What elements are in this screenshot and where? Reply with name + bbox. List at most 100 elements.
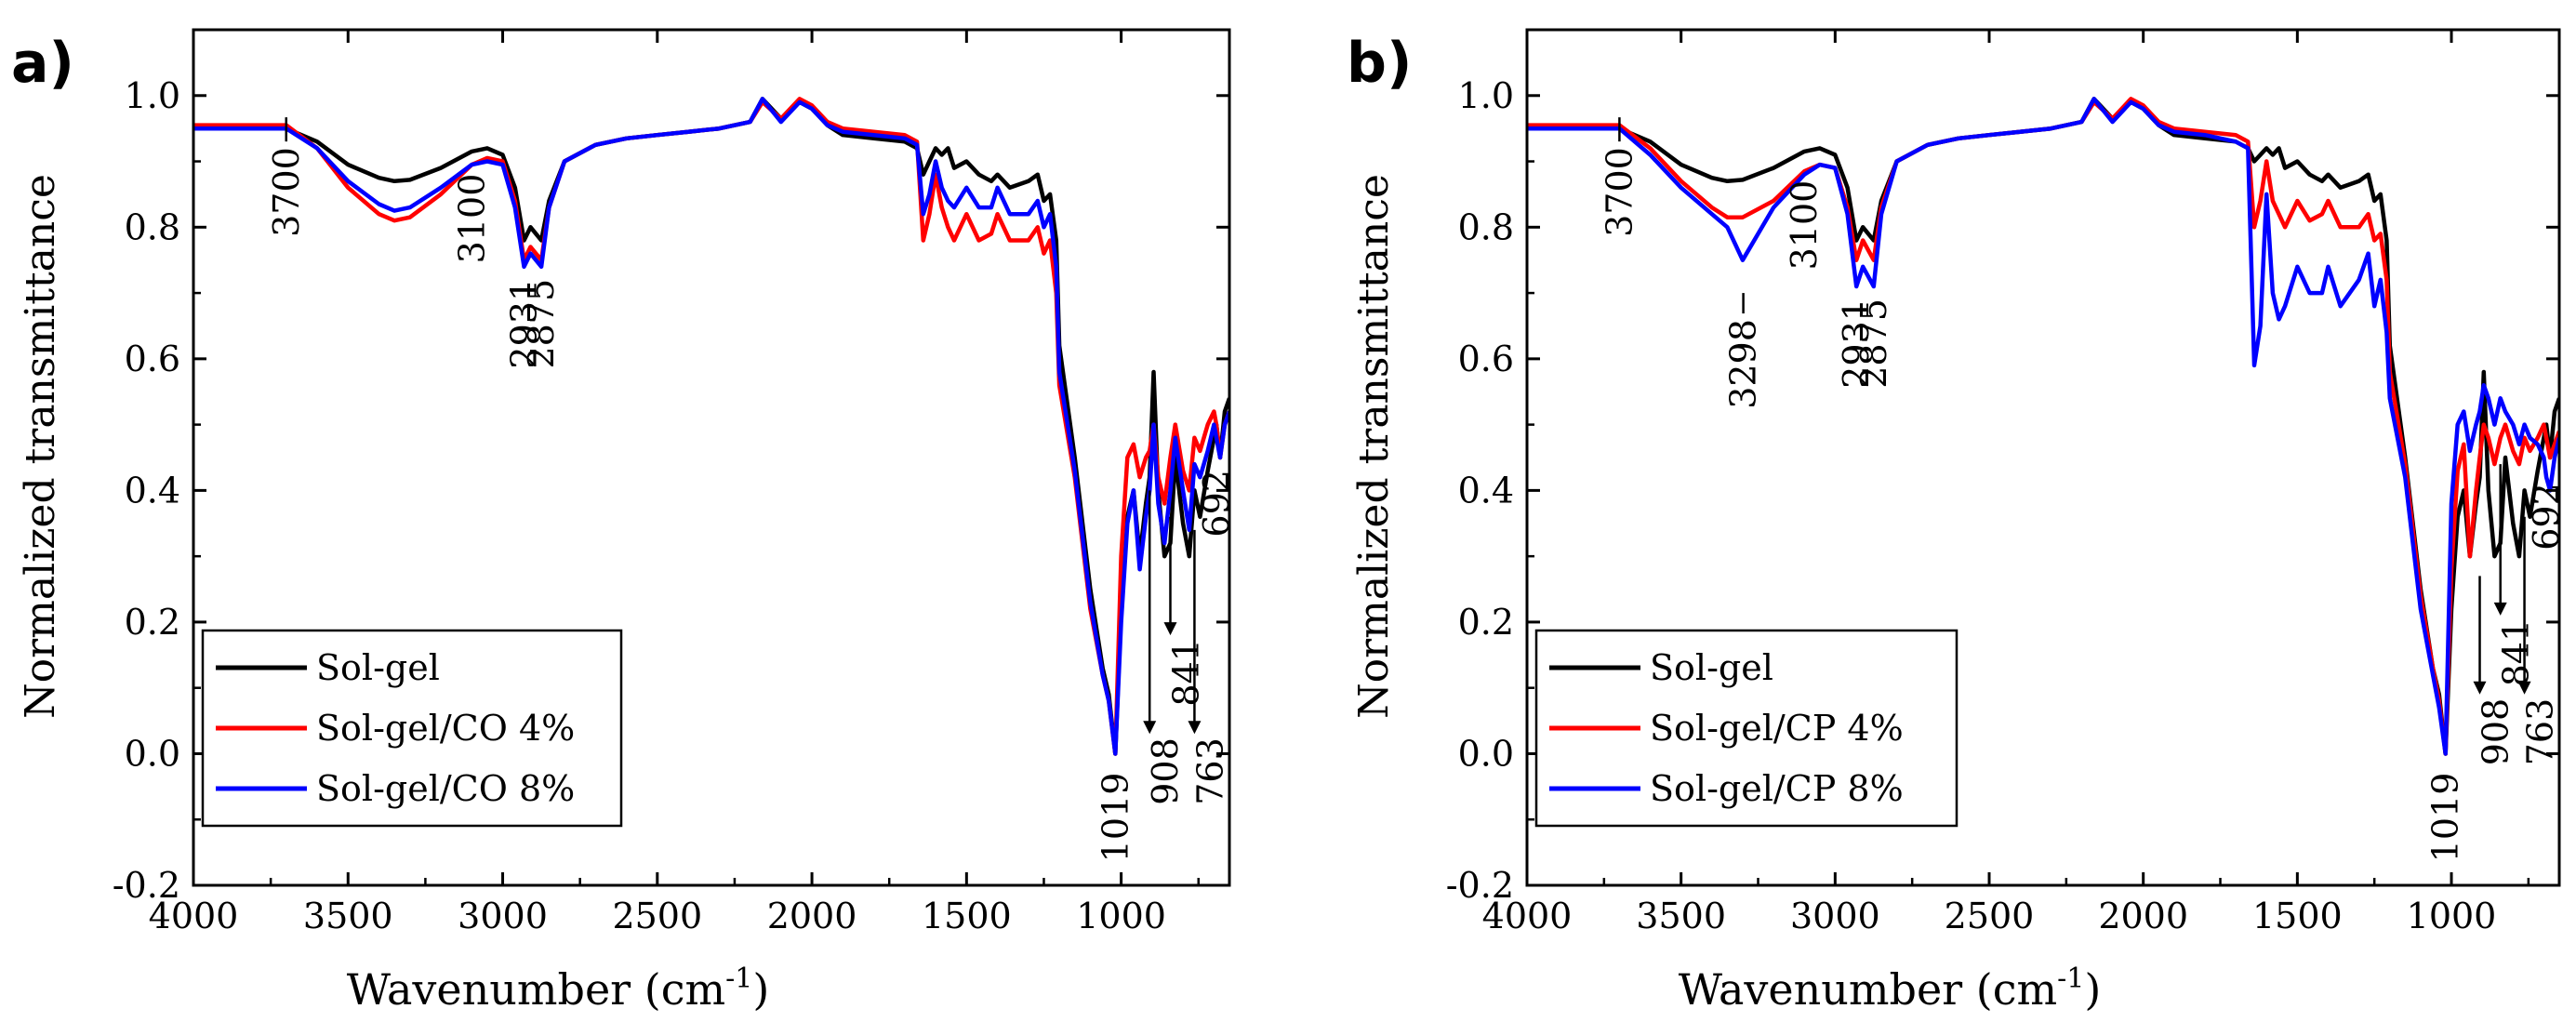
y-tick-label: 0.8 bbox=[1458, 206, 1514, 247]
annotation-3700: 3700 bbox=[266, 117, 307, 237]
annotation-label: 841 bbox=[2496, 619, 2537, 687]
x-axis-label-main: Wavenumber (cm bbox=[347, 964, 725, 1015]
x-axis-label: Wavenumber (cm-1) bbox=[1679, 962, 2102, 1015]
annotation-2875: 2875 bbox=[1853, 299, 1894, 389]
annotation-label: 3700 bbox=[266, 147, 307, 237]
x-tick-label: 3000 bbox=[458, 896, 548, 936]
annotation-arrow-head bbox=[2517, 681, 2531, 695]
annotation-label: 2931 bbox=[1836, 299, 1877, 389]
y-tick-label: 0.4 bbox=[125, 470, 180, 511]
annotation-3100: 3100 bbox=[451, 174, 492, 264]
legend: Sol-gel Sol-gel/CO 4% Sol-gel/CO 8% bbox=[201, 629, 623, 828]
x-tick-label: 2000 bbox=[2098, 896, 2188, 936]
x-tick-label: 2500 bbox=[612, 896, 702, 936]
annotation-label: 841 bbox=[1165, 639, 1206, 707]
series-group bbox=[193, 97, 1229, 756]
annotation-label: 2875 bbox=[521, 279, 562, 369]
legend-label: Sol-gel bbox=[1650, 647, 1773, 688]
x-tick-label: 2500 bbox=[1945, 896, 2035, 936]
y-axis-label: Normalized transmittance bbox=[1350, 174, 1398, 719]
x-tick-label: 3000 bbox=[1790, 896, 1880, 936]
annotation-label: 3100 bbox=[1784, 180, 1825, 271]
x-tick-label: 3500 bbox=[303, 896, 393, 936]
y-tick-label: 0.6 bbox=[125, 338, 180, 379]
x-tick-label: 1500 bbox=[922, 896, 1012, 936]
y-tick-label: 1.0 bbox=[1458, 75, 1514, 116]
x-tick-label: 4000 bbox=[1482, 896, 1573, 936]
y-tick-label: 0.8 bbox=[125, 206, 180, 247]
panel-a: a) Normalized transmittance Wavenumber (… bbox=[11, 28, 1237, 1015]
annotation-label: 908 bbox=[2476, 698, 2516, 766]
y-tick-label: 0.6 bbox=[1458, 338, 1514, 379]
annotation-908: 908 bbox=[2473, 576, 2516, 766]
y-tick-label: 0.4 bbox=[1458, 470, 1514, 511]
series-line-3 bbox=[193, 97, 1229, 756]
y-axis-label: Normalized transmittance bbox=[17, 174, 64, 719]
annotation-692: 692 bbox=[2526, 483, 2567, 551]
legend-label: Sol-gel/CO 8% bbox=[316, 768, 575, 809]
y-tick-label: -0.2 bbox=[113, 865, 180, 906]
annotation-2931: 2931 bbox=[503, 279, 544, 369]
annotation-841: 841 bbox=[1163, 516, 1206, 707]
annotation-2931: 2931 bbox=[1836, 299, 1877, 389]
x-tick-label: 4000 bbox=[149, 896, 239, 936]
annotation-label: 3700 bbox=[1599, 147, 1640, 237]
annotation-3298: 3298 bbox=[1723, 293, 1764, 409]
annotation-arrow-head bbox=[1143, 721, 1157, 735]
annotation-arrow-head bbox=[1163, 622, 1177, 636]
legend-label: Sol-gel/CO 4% bbox=[316, 708, 575, 749]
y-tick-label: 0.0 bbox=[1458, 733, 1514, 774]
annotation-label: 1019 bbox=[2425, 773, 2466, 863]
annotation-arrow-head bbox=[1188, 721, 1202, 735]
x-tick-label: 3500 bbox=[1636, 896, 1726, 936]
x-tick-label: 1500 bbox=[2252, 896, 2343, 936]
annotation-label: 3298 bbox=[1723, 319, 1764, 409]
annotation-label: 692 bbox=[2526, 483, 2567, 551]
annotation-label: 763 bbox=[1189, 737, 1230, 805]
annotation-763: 763 bbox=[2517, 516, 2561, 766]
annotation-label: 2931 bbox=[503, 279, 544, 369]
x-axis-label-close: ) bbox=[2084, 964, 2101, 1015]
x-axis-label-sup: -1 bbox=[2057, 962, 2084, 995]
y-tick-label: 0.0 bbox=[125, 733, 180, 774]
legend-label: Sol-gel/CP 4% bbox=[1650, 708, 1904, 749]
panel-b: b) Normalized transmittance Wavenumber (… bbox=[1347, 28, 2567, 1015]
annotation-1019: 1019 bbox=[2425, 773, 2466, 863]
annotation-label: 2875 bbox=[1853, 299, 1894, 389]
panel-label: b) bbox=[1347, 31, 1412, 96]
annotation-label: 3100 bbox=[451, 174, 492, 264]
x-tick-label: 1000 bbox=[1076, 896, 1166, 936]
annotation-label: 763 bbox=[2520, 698, 2561, 766]
annotation-841: 841 bbox=[2493, 464, 2537, 687]
annotation-3700: 3700 bbox=[1599, 117, 1640, 237]
plot-area: 4000 3500 3000 2500 2000 1500 1000 -0.2 0.0 0.2 0.… bbox=[113, 28, 1237, 936]
x-axis-label-sup: -1 bbox=[725, 962, 752, 995]
x-axis-label-close: ) bbox=[752, 964, 769, 1015]
x-tick-label: 1000 bbox=[2407, 896, 2497, 936]
annotation-763: 763 bbox=[1188, 529, 1230, 805]
plot-area: 4000 3500 3000 2500 2000 1500 1000 -0.2 0.0 0.2 0.… bbox=[1446, 28, 2567, 936]
annotation-692: 692 bbox=[1196, 470, 1237, 538]
y-tick-label: -0.2 bbox=[1446, 865, 1514, 906]
y-tick-label: 1.0 bbox=[125, 75, 180, 116]
x-axis-label-main: Wavenumber (cm bbox=[1679, 964, 2057, 1015]
panel-label: a) bbox=[11, 31, 74, 96]
plot-frame bbox=[192, 28, 1231, 887]
annotation-label: 908 bbox=[1145, 737, 1186, 805]
legend-label: Sol-gel/CP 8% bbox=[1650, 768, 1904, 809]
annotation-1019: 1019 bbox=[1095, 773, 1135, 863]
plot-frame bbox=[1525, 28, 2561, 887]
annotation-arrow-head bbox=[2493, 602, 2507, 616]
annotation-3100: 3100 bbox=[1784, 180, 1825, 271]
x-tick-label: 2000 bbox=[767, 896, 857, 936]
annotation-label: 692 bbox=[1196, 470, 1237, 538]
legend: Sol-gel Sol-gel/CP 4% Sol-gel/CP 8% bbox=[1534, 629, 1959, 828]
series-line-3 bbox=[1527, 97, 2559, 756]
annotation-label: 1019 bbox=[1095, 773, 1135, 863]
legend-label: Sol-gel bbox=[316, 647, 440, 688]
y-tick-label: 0.2 bbox=[1458, 602, 1514, 643]
x-axis-label: Wavenumber (cm-1) bbox=[347, 962, 770, 1015]
series-line-1 bbox=[1527, 97, 2559, 756]
series-group bbox=[1527, 97, 2559, 756]
